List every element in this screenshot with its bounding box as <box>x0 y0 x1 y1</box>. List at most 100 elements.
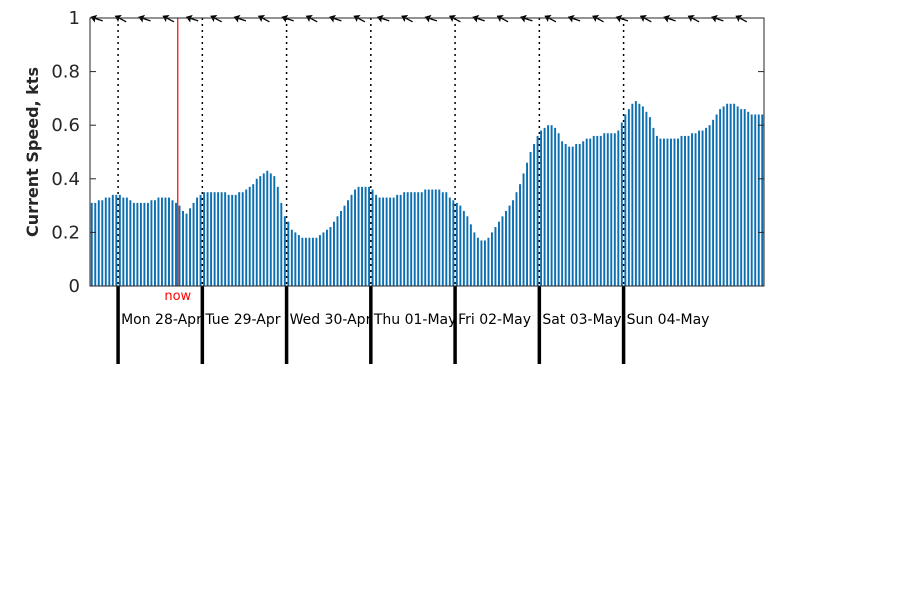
day-label: Fri 02-May <box>458 312 531 328</box>
direction-arrows <box>90 14 748 23</box>
day-label: Wed 30-Apr <box>290 312 372 328</box>
direction-arrow <box>114 14 127 23</box>
bar <box>508 205 511 286</box>
bar <box>153 200 156 286</box>
bar <box>655 135 658 286</box>
bar <box>740 109 743 287</box>
bar <box>217 192 220 286</box>
bar <box>413 192 416 286</box>
bar <box>708 125 711 286</box>
bar <box>448 197 451 286</box>
bar <box>515 192 518 286</box>
y-tick-label: 1 <box>69 8 80 29</box>
bar <box>378 197 381 286</box>
y-tick-label: 0.2 <box>51 222 80 243</box>
bar <box>564 143 567 286</box>
bar <box>280 202 283 286</box>
bar <box>487 237 490 286</box>
bar <box>276 186 279 286</box>
bar <box>490 232 493 286</box>
bar <box>571 146 574 286</box>
bar <box>589 138 592 286</box>
bar <box>659 138 662 286</box>
bar <box>354 189 356 286</box>
bar <box>687 135 690 286</box>
bar <box>111 194 114 286</box>
bar <box>196 197 199 286</box>
bar <box>157 197 160 286</box>
bar <box>610 133 613 286</box>
bar <box>754 114 757 286</box>
bar <box>494 227 497 286</box>
bar <box>122 197 125 286</box>
bar <box>603 133 606 286</box>
y-axis-label: Current Speed, kts <box>23 67 42 237</box>
bar <box>606 133 609 286</box>
bar <box>596 135 599 286</box>
bar <box>645 111 648 286</box>
bar <box>118 194 121 286</box>
bar <box>526 162 529 286</box>
bar <box>666 138 669 286</box>
bar <box>712 119 715 286</box>
bar <box>178 205 181 286</box>
bar <box>599 135 602 286</box>
bar <box>743 109 746 287</box>
bar <box>585 138 588 286</box>
bar <box>304 237 307 286</box>
bar <box>613 133 616 286</box>
bar <box>729 103 732 286</box>
bar <box>161 197 163 286</box>
y-tick-label: 0.4 <box>51 169 80 190</box>
bar <box>733 103 736 286</box>
bar <box>757 114 760 286</box>
bar <box>227 194 230 286</box>
bar <box>213 192 216 286</box>
bar <box>318 235 321 286</box>
bar <box>557 133 560 286</box>
direction-arrow <box>567 14 581 23</box>
direction-arrow <box>472 14 485 23</box>
direction-arrow <box>401 14 413 23</box>
now-label: now <box>164 289 191 304</box>
bar <box>371 189 374 286</box>
bar <box>670 138 672 286</box>
direction-arrow <box>138 14 151 23</box>
bar <box>248 186 251 286</box>
bar <box>462 210 465 286</box>
bar <box>519 184 521 286</box>
bar <box>483 240 486 286</box>
bar <box>561 141 564 286</box>
bar <box>255 178 258 286</box>
bar <box>719 109 722 287</box>
bar <box>680 135 683 286</box>
direction-arrow <box>329 14 342 23</box>
bar <box>143 202 146 286</box>
bar <box>691 133 693 286</box>
bar <box>761 114 764 286</box>
bar <box>175 202 177 286</box>
bar <box>698 130 701 286</box>
bar <box>168 197 170 286</box>
bar <box>575 143 578 286</box>
day-label: Thu 01-May <box>373 312 457 328</box>
bar <box>192 202 195 286</box>
bar <box>357 186 360 286</box>
bar <box>543 127 546 286</box>
bar <box>189 208 192 286</box>
bar <box>199 194 202 286</box>
bar <box>592 135 595 286</box>
bar <box>554 127 557 286</box>
bar <box>203 192 206 286</box>
bar <box>617 130 620 286</box>
direction-arrow <box>687 14 700 23</box>
bar <box>171 200 174 286</box>
bar <box>540 130 543 286</box>
direction-arrow <box>448 14 461 23</box>
bar <box>125 197 128 286</box>
direction-arrow <box>90 14 103 23</box>
bar <box>262 173 265 286</box>
day-label: Sat 03-May <box>542 312 621 328</box>
bar <box>392 197 395 286</box>
bar <box>641 106 644 286</box>
